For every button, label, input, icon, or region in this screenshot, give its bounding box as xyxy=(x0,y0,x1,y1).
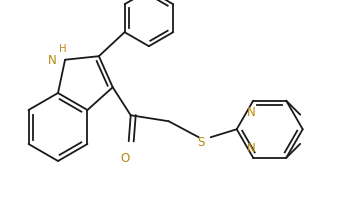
Text: N: N xyxy=(247,105,256,118)
Text: N: N xyxy=(247,141,256,154)
Text: H: H xyxy=(59,43,67,54)
Text: N: N xyxy=(48,54,57,67)
Text: S: S xyxy=(197,135,204,148)
Text: O: O xyxy=(120,152,129,164)
